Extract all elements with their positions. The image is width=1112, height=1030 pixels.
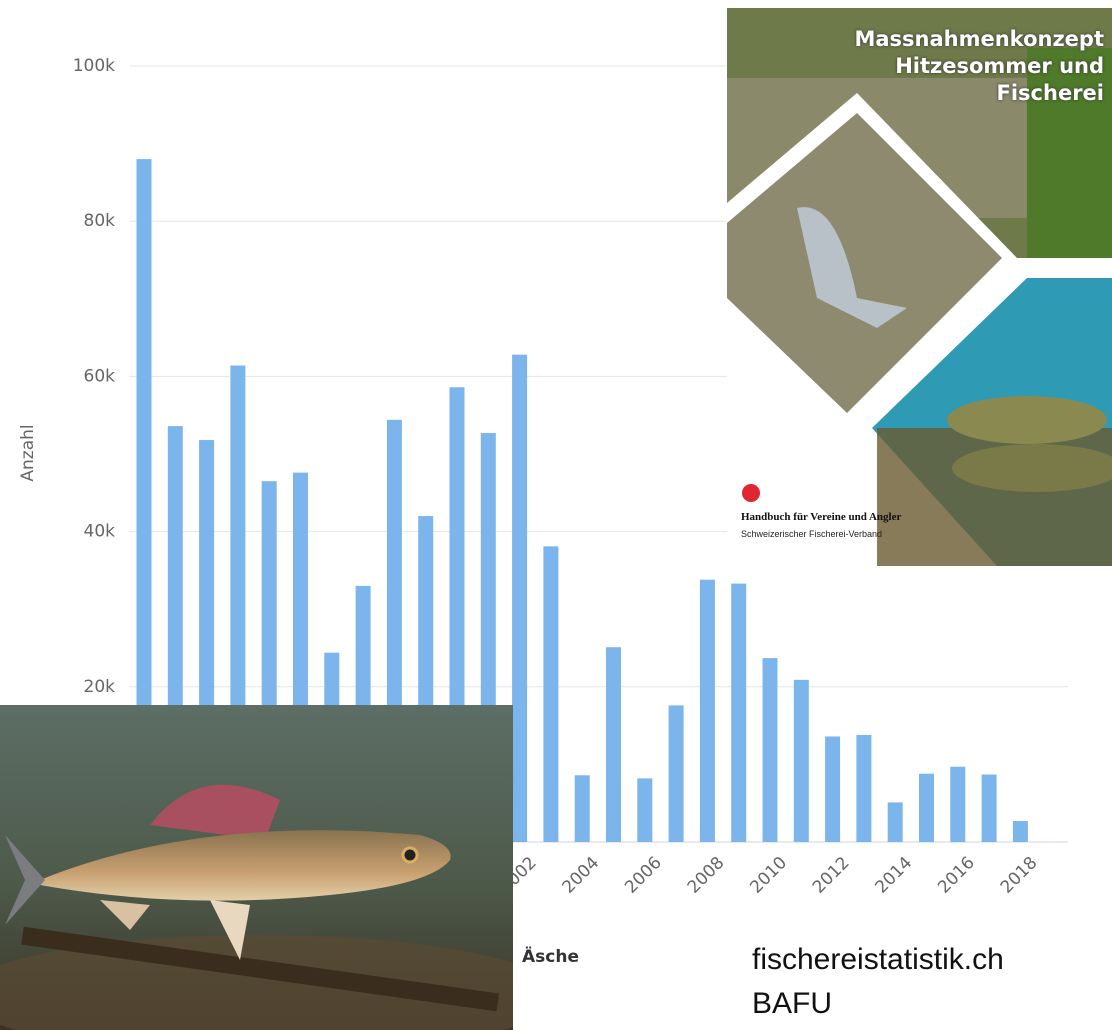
bar xyxy=(919,773,934,842)
cover-title: Massnahmenkonzept Hitzesommer und Fische… xyxy=(854,26,1104,107)
bar xyxy=(543,546,559,842)
bar xyxy=(136,159,152,842)
fish-photo xyxy=(0,705,513,1030)
bar xyxy=(825,736,841,842)
y-tick-label: 20k xyxy=(84,677,116,697)
bar xyxy=(512,354,528,842)
source-line: BAFU xyxy=(752,987,833,1020)
x-tick-label: 2004 xyxy=(559,853,604,898)
x-tick-label: 2016 xyxy=(934,853,979,898)
bar xyxy=(793,679,809,842)
bar xyxy=(731,583,747,842)
bar xyxy=(762,658,778,842)
cover-title-line: Massnahmenkonzept xyxy=(854,27,1104,51)
bar xyxy=(699,579,715,842)
book-cover: Massnahmenkonzept Hitzesommer und Fische… xyxy=(727,8,1112,566)
bar xyxy=(606,647,621,842)
bar xyxy=(887,802,903,842)
legend-label: Äsche xyxy=(522,945,579,967)
x-tick-label: 2010 xyxy=(746,853,791,898)
bar xyxy=(668,705,684,842)
bar xyxy=(637,778,653,842)
cover-title-line: Hitzesommer und xyxy=(895,54,1104,78)
x-tick-label: 2012 xyxy=(809,853,854,898)
bar xyxy=(1012,821,1028,842)
y-tick-label: 60k xyxy=(84,366,116,386)
cover-subtitle: Handbuch für Vereine und Angler xyxy=(741,511,902,523)
x-tick-label: 2006 xyxy=(621,853,666,898)
cover-title-line: Fischerei xyxy=(996,81,1104,105)
cover-publisher: Schweizerischer Fischerei-Verband xyxy=(741,529,883,539)
source-line: fischereistatistik.ch xyxy=(752,943,1004,976)
x-tick-label: 2018 xyxy=(997,853,1042,898)
source: fischereistatistik.ch BAFU xyxy=(752,938,1004,1026)
x-tick-label: 2014 xyxy=(872,853,917,898)
y-tick-label: 100k xyxy=(73,56,115,76)
bar xyxy=(950,766,966,842)
x-tick-label: 2008 xyxy=(684,853,729,898)
cover-art xyxy=(727,8,1112,566)
bar xyxy=(981,774,997,842)
y-tick-label: 80k xyxy=(84,211,116,231)
y-axis-title: Anzahl xyxy=(18,424,38,481)
bar xyxy=(856,734,872,842)
y-tick-label: 40k xyxy=(84,522,116,542)
bar xyxy=(574,775,590,842)
